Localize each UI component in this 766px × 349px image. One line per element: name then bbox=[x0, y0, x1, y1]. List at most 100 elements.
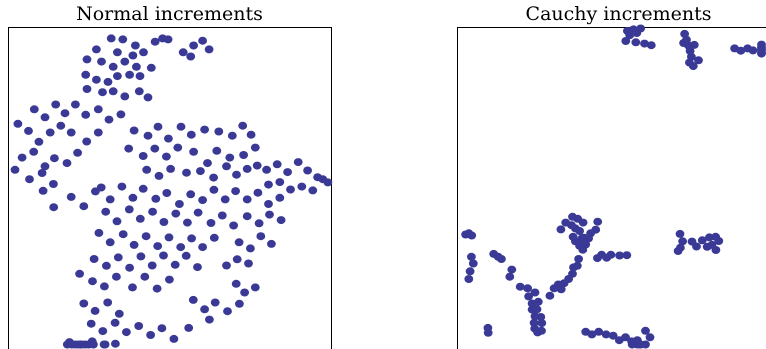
scatter-point bbox=[182, 168, 191, 177]
scatter-point bbox=[632, 29, 642, 37]
scatter-point bbox=[166, 164, 176, 173]
scatter-point bbox=[103, 77, 113, 86]
scatter-point bbox=[675, 229, 685, 238]
scatter-point bbox=[283, 168, 292, 177]
scatter-point bbox=[50, 154, 59, 163]
scatter-point bbox=[128, 51, 138, 60]
scatter-point bbox=[625, 31, 635, 40]
scatter-point bbox=[635, 340, 645, 349]
scatter-point bbox=[188, 295, 198, 304]
scatter-point bbox=[253, 188, 263, 197]
scatter-point bbox=[118, 230, 128, 239]
scatter-point bbox=[163, 35, 173, 44]
scatter-point bbox=[90, 306, 100, 315]
scatter-point bbox=[89, 255, 99, 263]
scatter-point bbox=[111, 339, 120, 348]
scatter-point bbox=[62, 159, 72, 168]
scatter-point bbox=[114, 309, 124, 318]
scatter-point bbox=[591, 225, 601, 234]
scatter-point bbox=[147, 261, 157, 270]
scatter-point bbox=[608, 331, 618, 340]
scatter-point bbox=[601, 330, 611, 339]
scatter-point bbox=[75, 269, 84, 278]
scatter-point bbox=[568, 232, 578, 241]
scatter-point bbox=[545, 291, 555, 300]
normal-increments-plot-frame bbox=[8, 27, 332, 349]
scatter-point bbox=[196, 167, 205, 176]
scatter-point bbox=[220, 195, 230, 204]
scatter-point bbox=[118, 35, 128, 44]
scatter-point bbox=[141, 232, 151, 241]
scatter-point bbox=[235, 299, 244, 308]
scatter-point bbox=[232, 255, 242, 264]
scatter-point bbox=[139, 48, 148, 57]
scatter-point bbox=[113, 253, 123, 262]
scatter-point bbox=[100, 340, 110, 349]
scatter-point bbox=[134, 87, 144, 96]
scatter-point bbox=[308, 186, 318, 195]
scatter-point bbox=[262, 165, 271, 174]
scatter-point bbox=[29, 147, 39, 156]
scatter-point bbox=[25, 175, 34, 184]
scatter-point bbox=[135, 72, 145, 81]
scatter-point bbox=[106, 34, 116, 43]
scatter-point bbox=[212, 146, 222, 155]
scatter-point bbox=[204, 45, 214, 54]
scatter-point bbox=[200, 125, 210, 134]
scatter-point bbox=[146, 63, 156, 72]
scatter-point bbox=[132, 62, 141, 71]
scatter-point bbox=[124, 144, 134, 153]
scatter-point bbox=[49, 203, 59, 212]
scatter-point bbox=[71, 340, 80, 349]
scatter-point bbox=[40, 113, 50, 122]
normal-increments-plot bbox=[8, 27, 333, 349]
scatter-point bbox=[66, 192, 76, 201]
scatter-point bbox=[125, 70, 134, 79]
scatter-point bbox=[748, 46, 758, 55]
scatter-point bbox=[134, 322, 144, 330]
scatter-point bbox=[120, 57, 130, 66]
scatter-point bbox=[82, 137, 92, 146]
scatter-point bbox=[264, 200, 273, 208]
scatter-point bbox=[105, 238, 115, 247]
scatter-point bbox=[187, 234, 197, 243]
scatter-point bbox=[142, 165, 152, 174]
scatter-point bbox=[79, 202, 89, 211]
cauchy-increments-points bbox=[461, 24, 766, 349]
scatter-point bbox=[128, 283, 137, 292]
scatter-point bbox=[101, 207, 111, 216]
scatter-point bbox=[128, 193, 138, 202]
scatter-point bbox=[205, 315, 214, 324]
scatter-point bbox=[254, 219, 264, 228]
scatter-point bbox=[164, 134, 173, 143]
scatter-point bbox=[705, 233, 714, 242]
scatter-point bbox=[209, 185, 219, 194]
scatter-point bbox=[533, 297, 543, 306]
scatter-point bbox=[124, 205, 134, 214]
scatter-point bbox=[568, 269, 577, 278]
scatter-point bbox=[17, 153, 27, 162]
scatter-point bbox=[581, 240, 591, 249]
scatter-point bbox=[574, 255, 583, 263]
scatter-point bbox=[264, 180, 273, 189]
scatter-point bbox=[711, 246, 721, 254]
scatter-point bbox=[206, 219, 216, 227]
scatter-point bbox=[159, 251, 168, 260]
scatter-point bbox=[203, 159, 212, 168]
scatter-point bbox=[524, 292, 533, 301]
scatter-point bbox=[606, 250, 616, 259]
scatter-point bbox=[529, 318, 539, 327]
scatter-point bbox=[678, 237, 687, 246]
scatter-point bbox=[189, 41, 199, 50]
scatter-point bbox=[162, 189, 172, 197]
scatter-point bbox=[56, 121, 66, 130]
scatter-point bbox=[225, 153, 235, 162]
scatter-point bbox=[593, 217, 603, 226]
scatter-point bbox=[198, 243, 208, 252]
scatter-point bbox=[688, 62, 698, 71]
scatter-point bbox=[79, 299, 89, 308]
scatter-point bbox=[140, 272, 150, 281]
scatter-point bbox=[129, 240, 139, 249]
scatter-point bbox=[318, 175, 328, 184]
scatter-point bbox=[229, 221, 239, 230]
